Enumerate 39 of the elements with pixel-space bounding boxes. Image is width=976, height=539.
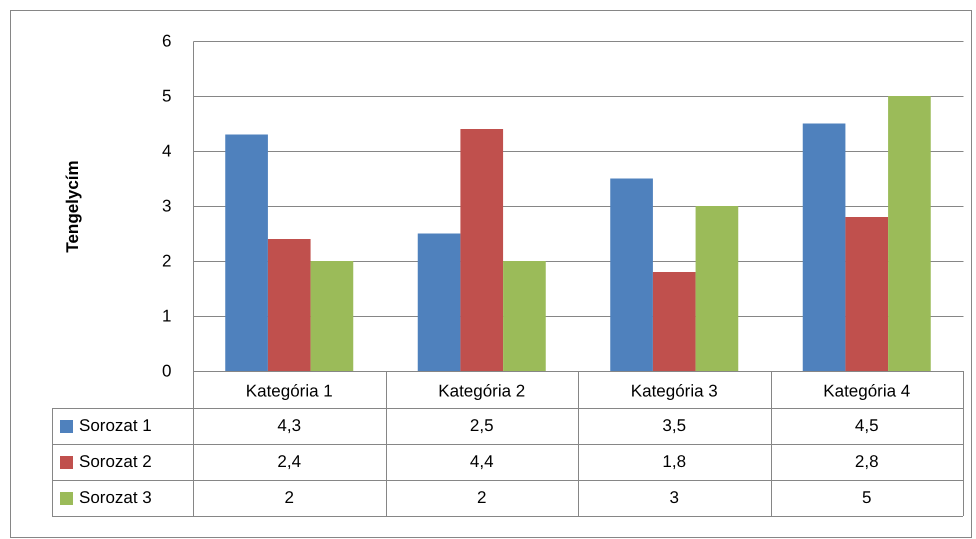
x-tick-label: Kategória 3	[630, 382, 718, 400]
y-tick-label: 6	[162, 32, 172, 50]
bar	[310, 261, 354, 371]
bar	[503, 261, 546, 371]
y-tick-label: 4	[162, 142, 172, 160]
x-tick-label: Kategória 4	[823, 382, 910, 400]
bar	[460, 129, 504, 371]
x-tick-label: Kategória 2	[438, 382, 526, 400]
data-label: 4,5	[854, 415, 880, 437]
y-tick-label: 0	[162, 362, 172, 380]
y-tick-label: 3	[162, 196, 172, 216]
data-label: 2	[476, 487, 488, 509]
bar	[610, 178, 653, 371]
data-label: 3,5	[661, 415, 688, 437]
data-label: 4,3	[276, 415, 302, 437]
bar	[418, 234, 460, 371]
data-label: 5	[861, 487, 872, 509]
data-label: 2	[284, 487, 295, 509]
bar	[268, 239, 311, 371]
bar	[845, 217, 888, 371]
data-label: 2,8	[854, 451, 880, 473]
y-tick-label: 2	[162, 252, 172, 270]
bar	[888, 96, 931, 371]
y-tick-label: 1	[162, 306, 172, 326]
bar	[696, 206, 738, 371]
legend-label: Sorozat 1	[78, 415, 153, 437]
data-label: 2,4	[276, 451, 302, 473]
bar	[225, 134, 268, 371]
bar	[802, 124, 846, 371]
data-label: 3	[668, 487, 680, 509]
data-label: 2,5	[468, 415, 495, 437]
legend-label: Sorozat 2	[78, 451, 153, 473]
legend-label: Sorozat 3	[78, 487, 153, 509]
y-tick-label: 5	[162, 86, 172, 106]
bar	[652, 272, 696, 371]
y-axis-title: Tengelycím	[63, 160, 82, 253]
data-label: 1,8	[661, 451, 688, 473]
data-label: 4,4	[468, 451, 495, 473]
x-tick-label: Kategória 1	[246, 382, 333, 400]
